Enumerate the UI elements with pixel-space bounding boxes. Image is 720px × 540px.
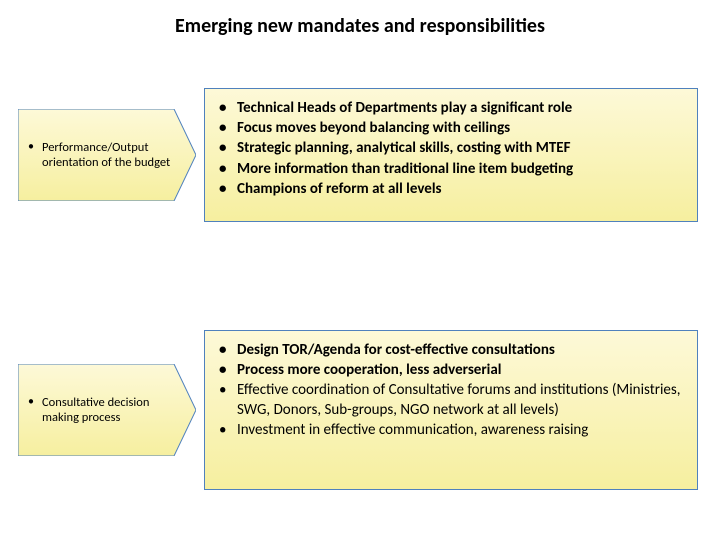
left-content-2: Consultative decision making process — [18, 364, 175, 456]
right-list-2: Design TOR/Agenda for cost-effective con… — [215, 341, 683, 441]
right-box-1: Technical Heads of Departments play a si… — [204, 88, 698, 222]
left-item: Consultative decision making process — [28, 395, 171, 425]
right-item: Focus moves beyond balancing with ceilin… — [215, 119, 683, 138]
right-item: Process more cooperation, less adverseri… — [215, 361, 683, 380]
right-item: More information than traditional line i… — [215, 160, 683, 179]
right-item: Design TOR/Agenda for cost-effective con… — [215, 341, 683, 360]
left-pentagon-1: Performance/Output orientation of the bu… — [18, 109, 196, 201]
right-item: Strategic planning, analytical skills, c… — [215, 139, 683, 158]
right-list-1: Technical Heads of Departments play a si… — [215, 99, 683, 200]
left-pentagon-2: Consultative decision making process — [18, 364, 196, 456]
right-item: Technical Heads of Departments play a si… — [215, 99, 683, 118]
left-content-1: Performance/Output orientation of the bu… — [18, 109, 175, 201]
row-1: Performance/Output orientation of the bu… — [0, 88, 720, 222]
page: Emerging new mandates and responsibiliti… — [0, 0, 720, 540]
page-title: Emerging new mandates and responsibiliti… — [0, 14, 720, 38]
row-2: Consultative decision making process Des… — [0, 330, 720, 490]
left-item: Performance/Output orientation of the bu… — [28, 140, 171, 170]
right-item: Effective coordination of Consultative f… — [215, 381, 683, 419]
right-item: Investment in effective communication, a… — [215, 421, 683, 440]
right-item: Champions of reform at all levels — [215, 180, 683, 199]
right-box-2: Design TOR/Agenda for cost-effective con… — [204, 330, 698, 490]
